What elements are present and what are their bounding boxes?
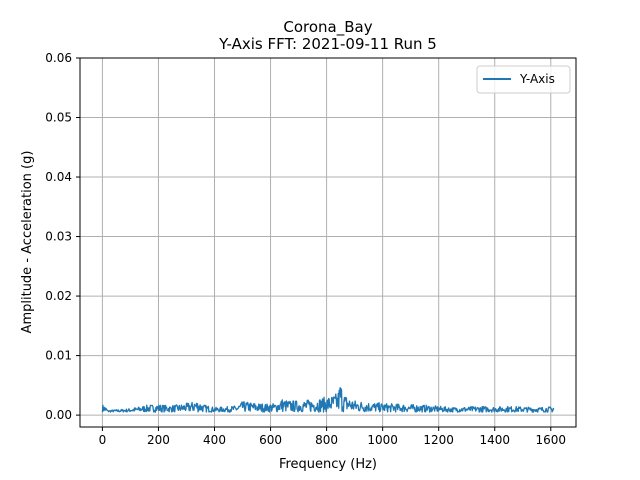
x-axis-ticks: 0 200 400 600 800 1000 1200 1400 1600 xyxy=(99,427,566,447)
x-tick-label: 400 xyxy=(203,433,226,447)
legend: Y-Axis xyxy=(476,65,571,94)
x-axis-label: Frequency (Hz) xyxy=(279,457,377,472)
y-axis-ticks: 0.00 0.01 0.02 0.03 0.04 0.05 0.06 xyxy=(45,51,80,422)
y-tick-label: 0.01 xyxy=(45,349,72,363)
x-tick-label: 1200 xyxy=(423,433,454,447)
x-tick-label: 800 xyxy=(315,433,338,447)
y-tick-label: 0.03 xyxy=(45,230,72,244)
grid-lines xyxy=(80,57,576,427)
x-tick-label: 1600 xyxy=(536,433,567,447)
y-tick-label: 0.04 xyxy=(45,170,72,184)
y-tick-label: 0.00 xyxy=(45,408,72,422)
x-tick-label: 1000 xyxy=(367,433,398,447)
chart-title: Corona_Bay xyxy=(283,18,372,37)
legend-box xyxy=(476,65,571,94)
y-tick-label: 0.02 xyxy=(45,289,72,303)
plot-frame xyxy=(79,57,577,428)
chart-subtitle: Y-Axis FFT: 2021-09-11 Run 5 xyxy=(218,35,437,53)
y-tick-label: 0.05 xyxy=(45,111,72,125)
legend-label-y-axis: Y-Axis xyxy=(519,72,555,86)
x-tick-label: 200 xyxy=(147,433,170,447)
x-tick-label: 0 xyxy=(99,433,107,447)
x-tick-label: 600 xyxy=(259,433,282,447)
series-group xyxy=(101,386,555,413)
y-tick-label: 0.06 xyxy=(45,51,72,65)
y-axis-label: Amplitude - Acceleration (g) xyxy=(20,151,35,334)
x-tick-label: 1400 xyxy=(479,433,510,447)
series-line-y-axis xyxy=(101,386,555,413)
